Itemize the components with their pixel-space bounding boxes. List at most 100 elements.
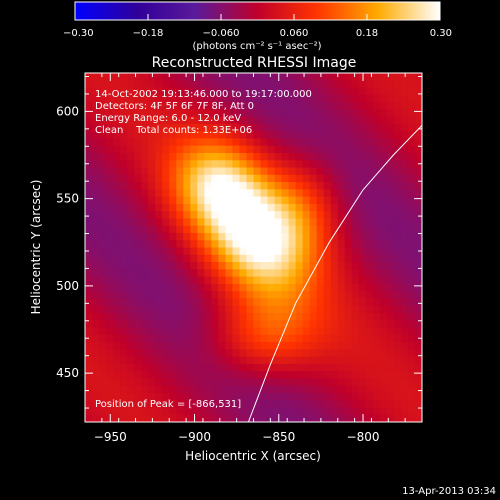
heatmap-cell [365,138,374,147]
heatmap-cell [302,87,311,96]
heatmap-cell [141,225,149,234]
heatmap-cell [330,276,339,285]
heatmap-cell [414,283,422,292]
heatmap-cell [232,131,241,140]
heatmap-cell [92,342,100,350]
heatmap-cell [169,182,177,190]
heatmap-cell [253,254,262,263]
heatmap-cell [197,218,205,227]
heatmap-cell [309,392,318,401]
heatmap-cell [106,262,114,270]
heatmap-cell [127,240,135,249]
heatmap-cell [183,334,191,343]
heatmap-cell [288,167,297,176]
heatmap-cell [169,167,177,176]
heatmap-cell [127,320,135,329]
heatmap-cell [316,327,325,336]
heatmap-cell [316,152,325,161]
heatmap-cell [274,203,283,212]
heatmap-cell [414,240,422,249]
heatmap-cell [225,87,234,96]
heatmap-cell [302,203,311,212]
heatmap-cell [120,152,128,161]
heatmap-cell [267,400,276,409]
heatmap-cell [127,232,135,241]
heatmap-cell [337,378,346,387]
heatmap-cell [99,312,107,321]
heatmap-cell [295,363,304,372]
heatmap-cell [155,73,163,81]
heatmap-cell [218,174,227,183]
heatmap-cell [267,145,276,154]
heatmap-cell [92,131,100,140]
heatmap-cell [323,182,332,190]
heatmap-cell [225,73,234,81]
heatmap-cell [120,102,128,110]
heatmap-cell [274,240,283,249]
heatmap-cell [351,203,360,212]
heatmap-cell [85,400,93,409]
heatmap-cell [309,385,318,394]
heatmap-cell [302,363,311,372]
heatmap-cell [260,363,269,372]
heatmap-cell [372,87,381,96]
heatmap-cell [211,240,219,249]
heatmap-cell [204,80,212,89]
heatmap-cell [288,211,297,220]
heatmap-cell [183,276,191,285]
heatmap-cell [246,131,255,140]
heatmap-cell [288,174,297,183]
heatmap-cell [365,349,374,358]
heatmap-cell [148,87,156,96]
x-tick-label: −800 [347,430,380,444]
heatmap-cell [120,247,128,256]
heatmap-cell [246,167,255,176]
heatmap-cell [295,109,304,118]
heatmap-cell [365,276,374,285]
heatmap-cell [260,298,269,307]
heatmap-cell [183,138,191,147]
heatmap-cell [225,334,234,343]
heatmap-cell [183,283,191,292]
heatmap-cell [400,276,409,285]
heatmap-cell [176,80,184,89]
heatmap-cell [337,225,346,234]
heatmap-cell [414,94,422,103]
heatmap-cell [386,371,395,379]
heatmap-cell [274,116,283,125]
heatmap-cell [204,334,212,343]
heatmap-cell [372,232,381,241]
heatmap-cell [414,400,422,409]
heatmap-cell [162,102,170,110]
heatmap-cell [281,218,290,227]
heatmap-cell [260,262,269,270]
heatmap-cell [267,123,276,132]
heatmap-cell [295,167,304,176]
heatmap-cell [386,276,395,285]
heatmap-cell [239,174,248,183]
heatmap-cell [148,218,156,227]
heatmap-cell [379,211,388,220]
heatmap-cell [113,182,121,190]
heatmap-cell [162,174,170,183]
heatmap-cell [281,211,290,220]
heatmap-cell [106,102,114,110]
heatmap-cell [407,87,416,96]
heatmap-cell [176,407,184,416]
heatmap-cell [232,349,241,358]
heatmap-cell [379,131,388,140]
heatmap-cell [407,182,416,190]
heatmap-cell [309,80,318,89]
heatmap-cell [92,349,100,358]
heatmap-cell [400,225,409,234]
heatmap-cell [120,400,128,409]
heatmap-cell [351,414,360,422]
heatmap-cell [281,225,290,234]
heatmap-cell [246,298,255,307]
heatmap-cell [414,291,422,299]
heatmap-cell [197,240,205,249]
heatmap-cell [232,371,241,379]
heatmap-cell [253,203,262,212]
heatmap-cell [274,232,283,241]
heatmap-cell [225,240,234,249]
